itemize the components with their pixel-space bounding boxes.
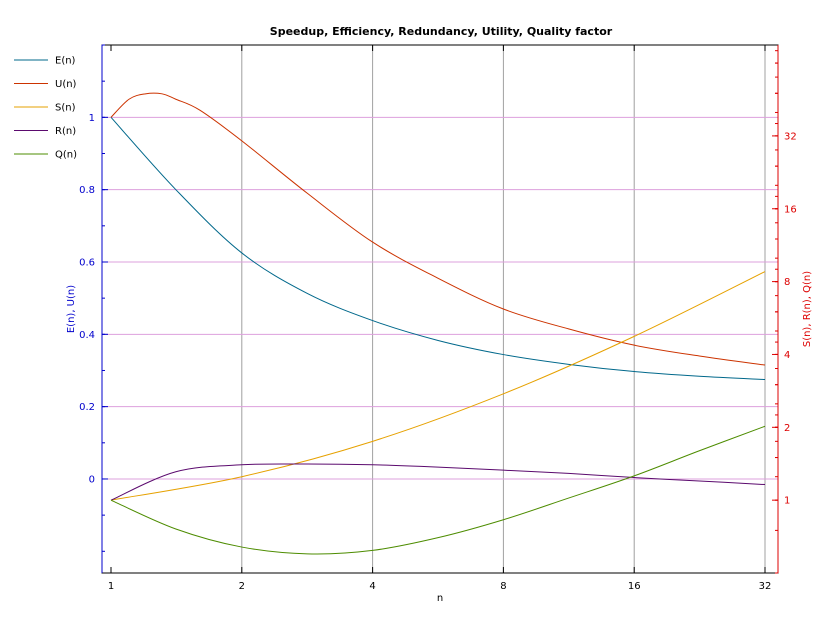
series-line-rn xyxy=(111,464,765,500)
x-tick-label: 16 xyxy=(628,581,641,592)
left-y-axis-ticks: 0 0.2 0.4 0.6 0.8 1 xyxy=(79,45,108,551)
right-y-tick-label: 2 xyxy=(784,423,790,434)
right-y-tick-label: 1 xyxy=(784,496,790,507)
right-y-tick-label: 16 xyxy=(784,204,797,215)
series-line-qn xyxy=(111,426,765,554)
x-tick-label: 4 xyxy=(369,581,375,592)
right-y-axis-ticks: 1 2 4 8 16 32 xyxy=(772,51,797,573)
legend-label-qn: Q(n) xyxy=(55,150,77,161)
x-tick-label: 1 xyxy=(108,581,114,592)
x-axis-label: n xyxy=(437,593,443,604)
series-line-un xyxy=(111,93,765,365)
legend-label-en: E(n) xyxy=(55,56,76,67)
legend-label-sn: S(n) xyxy=(55,103,76,114)
series-line-sn xyxy=(111,272,765,501)
plot-frame xyxy=(102,45,778,573)
left-y-tick-label: 1 xyxy=(89,113,95,124)
chart-title: Speedup, Efficiency, Redundancy, Utility… xyxy=(270,25,613,38)
grid-lines xyxy=(102,45,778,573)
left-y-tick-label: 0.4 xyxy=(79,330,95,341)
right-y-tick-label: 8 xyxy=(784,277,790,288)
left-y-tick-label: 0.8 xyxy=(79,185,95,196)
right-y-tick-label: 32 xyxy=(784,131,797,142)
left-y-tick-label: 0.6 xyxy=(79,257,95,268)
series-lines xyxy=(111,93,765,554)
left-y-axis-label: E(n), U(n) xyxy=(66,285,77,333)
x-tick-label: 8 xyxy=(500,581,506,592)
right-y-axis-label: S(n), R(n), Q(n) xyxy=(802,271,813,347)
right-y-tick-label: 4 xyxy=(784,350,790,361)
series-line-en xyxy=(111,117,765,379)
legend-label-un: U(n) xyxy=(55,79,77,90)
x-tick-label: 2 xyxy=(239,581,245,592)
legend-label-rn: R(n) xyxy=(55,126,76,137)
x-tick-label: 32 xyxy=(759,581,772,592)
left-y-tick-label: 0 xyxy=(89,474,95,485)
legend: E(n) U(n) S(n) R(n) Q(n) xyxy=(14,56,77,161)
left-y-tick-label: 0.2 xyxy=(79,402,95,413)
